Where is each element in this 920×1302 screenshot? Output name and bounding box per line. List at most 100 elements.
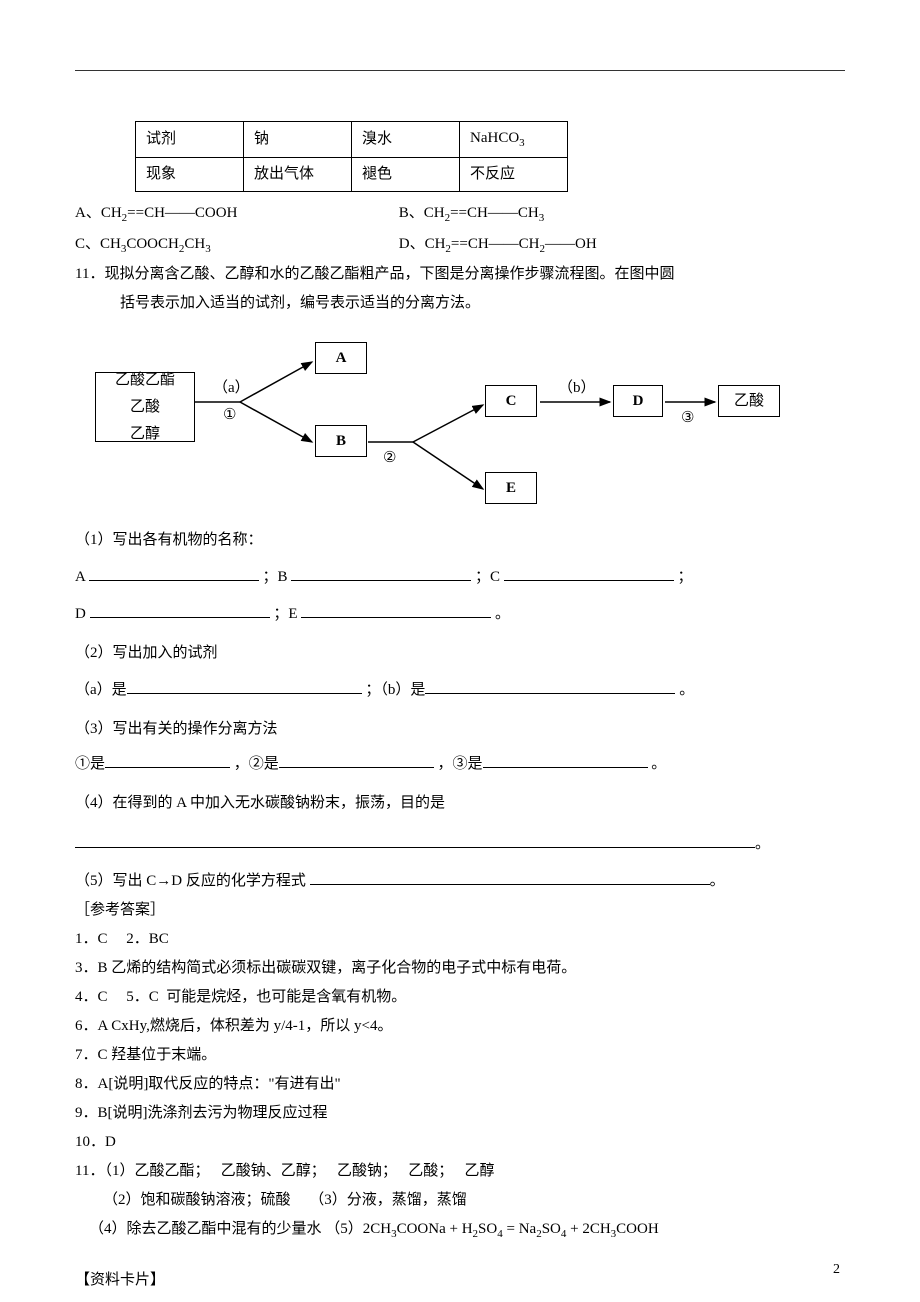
p4-blank: 。 bbox=[75, 831, 845, 858]
t: 。 bbox=[710, 873, 725, 889]
p1: （1）写出各有机物的名称： bbox=[75, 527, 845, 554]
page-number: 2 bbox=[833, 1257, 840, 1282]
table-row: 试剂 钠 溴水 NaHCO3 bbox=[136, 122, 568, 158]
header-rule bbox=[75, 70, 845, 71]
blank bbox=[291, 565, 471, 582]
t: COOH bbox=[616, 1221, 659, 1237]
t: ； bbox=[678, 569, 693, 585]
cell: 试剂 bbox=[136, 122, 244, 158]
flow-diagram: 乙酸乙酯 乙酸 乙醇 A B C E D 乙酸 （a） ① ② （b） ③ bbox=[75, 327, 845, 527]
option-a: A、CH2==CH——COOH bbox=[75, 200, 395, 229]
option-row: A、CH2==CH——COOH B、CH2==CH——CH3 bbox=[75, 200, 845, 229]
blank bbox=[301, 602, 491, 619]
p4: （4）在得到的 A 中加入无水碳酸钠粉末，振荡，目的是 bbox=[75, 790, 845, 817]
t: D bbox=[75, 606, 86, 622]
sub: 3 bbox=[519, 137, 525, 149]
t: ①是 bbox=[75, 756, 105, 772]
t: COOCH bbox=[126, 236, 179, 252]
ans-8: 8．A[说明]取代反应的特点："有进有出" bbox=[75, 1071, 845, 1098]
t: COONa + H bbox=[397, 1221, 473, 1237]
box-e: E bbox=[485, 472, 537, 504]
t: 。 bbox=[679, 682, 694, 698]
option-c: C、CH3COOCH2CH3 bbox=[75, 231, 395, 260]
blank bbox=[504, 565, 674, 582]
option-d: D、CH2==CH——CH2——OH bbox=[399, 236, 597, 252]
p2-blanks: （a）是 ；（b）是 。 bbox=[75, 677, 845, 704]
blank bbox=[75, 832, 755, 849]
t: （5）写出 C→D 反应的化学方程式 bbox=[75, 873, 306, 889]
t: A bbox=[75, 569, 85, 585]
box-final: 乙酸 bbox=[718, 385, 780, 417]
blank bbox=[279, 752, 434, 769]
t: 乙酸 bbox=[130, 394, 160, 421]
ans-11-3: （4）除去乙酸乙酯中混有的少量水 （5）2CH3COONa + H2SO4 = … bbox=[75, 1216, 845, 1245]
cell: 褪色 bbox=[352, 157, 460, 191]
p3: （3）写出有关的操作分离方法 bbox=[75, 716, 845, 743]
box-d: D bbox=[613, 385, 663, 417]
blank bbox=[127, 678, 362, 695]
label-1: ① bbox=[223, 402, 236, 429]
p1-blanks2: D ；E 。 bbox=[75, 601, 845, 628]
option-row: C、CH3COOCH2CH3 D、CH2==CH——CH2——OH bbox=[75, 231, 845, 260]
t: ，③是 bbox=[438, 756, 483, 772]
t: 乙酸乙酯 bbox=[115, 367, 175, 394]
blank bbox=[483, 752, 648, 769]
t: ==CH——COOH bbox=[127, 205, 237, 221]
cell: NaHCO3 bbox=[460, 122, 568, 158]
t: ==CH——CH bbox=[450, 205, 539, 221]
label-b: （b） bbox=[558, 375, 596, 402]
box-start: 乙酸乙酯 乙酸 乙醇 bbox=[95, 372, 195, 442]
t: A、CH bbox=[75, 205, 122, 221]
cell: 溴水 bbox=[352, 122, 460, 158]
t: （a）是 bbox=[75, 682, 127, 698]
t: 。 bbox=[755, 836, 770, 852]
cell: 放出气体 bbox=[244, 157, 352, 191]
t: （4）除去乙酸乙酯中混有的少量水 （5）2CH bbox=[89, 1221, 391, 1237]
table-row: 现象 放出气体 褪色 不反应 bbox=[136, 157, 568, 191]
ans-9: 9．B[说明]洗涤剂去污为物理反应过程 bbox=[75, 1100, 845, 1127]
label-2: ② bbox=[383, 445, 396, 472]
box-b: B bbox=[315, 425, 367, 457]
ans-6: 6．A CxHy,燃烧后，体积差为 y/4-1，所以 y<4。 bbox=[75, 1013, 845, 1040]
t: ，②是 bbox=[234, 756, 279, 772]
label-3: ③ bbox=[681, 405, 694, 432]
p3-blanks: ①是 ，②是 ，③是 。 bbox=[75, 751, 845, 778]
q11-line2: 括号表示加入适当的试剂，编号表示适当的分离方法。 bbox=[75, 290, 845, 317]
cell: 现象 bbox=[136, 157, 244, 191]
resource-card: 【资料卡片】 bbox=[75, 1267, 845, 1294]
sub: 3 bbox=[539, 212, 545, 224]
ans-3: 3．B 乙烯的结构简式必须标出碳碳双键，离子化合物的电子式中标有电荷。 bbox=[75, 955, 845, 982]
blank bbox=[105, 752, 230, 769]
box-a: A bbox=[315, 342, 367, 374]
p5: （5）写出 C→D 反应的化学方程式 。 bbox=[75, 868, 845, 895]
txt: NaHCO bbox=[470, 130, 519, 146]
t: ；C bbox=[475, 569, 500, 585]
t: + 2CH bbox=[566, 1221, 610, 1237]
blank bbox=[425, 678, 675, 695]
ans-11-1: 11．（1）乙酸乙酯； 乙酸钠、乙醇； 乙酸钠； 乙酸； 乙醇 bbox=[75, 1158, 845, 1185]
t: ；（b）是 bbox=[365, 682, 425, 698]
ans-7: 7．C 羟基位于末端。 bbox=[75, 1042, 845, 1069]
t: 。 bbox=[495, 606, 510, 622]
t: 。 bbox=[651, 756, 666, 772]
t: = Na bbox=[503, 1221, 536, 1237]
box-c: C bbox=[485, 385, 537, 417]
label-a: （a） bbox=[213, 375, 250, 402]
t: ==CH——CH bbox=[451, 236, 540, 252]
t: ；E bbox=[273, 606, 297, 622]
t: CH bbox=[184, 236, 205, 252]
ans-10: 10．D bbox=[75, 1129, 845, 1156]
sub: 3 bbox=[205, 243, 211, 255]
cell: 不反应 bbox=[460, 157, 568, 191]
t: D、CH bbox=[399, 236, 446, 252]
t: ；B bbox=[263, 569, 288, 585]
cell: 钠 bbox=[244, 122, 352, 158]
ans-4: 4．C 5．C 可能是烷烃，也可能是含氧有机物。 bbox=[75, 984, 845, 1011]
ans-11-2: （2）饱和碳酸钠溶液；硫酸 （3）分液，蒸馏，蒸馏 bbox=[75, 1187, 845, 1214]
reagent-table: 试剂 钠 溴水 NaHCO3 现象 放出气体 褪色 不反应 bbox=[135, 121, 568, 192]
ans-1: 1．C 2．BC bbox=[75, 926, 845, 953]
ans-title: ［参考答案］ bbox=[75, 897, 845, 924]
blank bbox=[310, 869, 710, 886]
t: ——OH bbox=[545, 236, 597, 252]
p1-blanks: A ；B ；C ； bbox=[75, 564, 845, 591]
